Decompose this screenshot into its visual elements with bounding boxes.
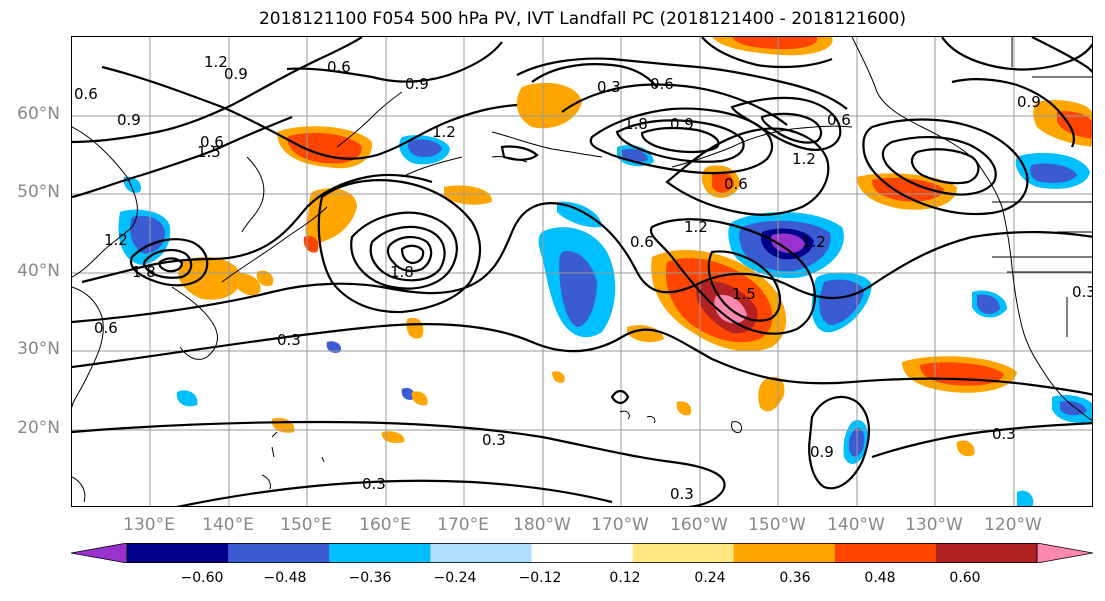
lat-label-50n: 50°N [17,182,60,202]
colorbar-tick-label: −0.60 [180,570,224,586]
colorbar-tick-label: −0.48 [263,570,307,586]
colorbar-segment [127,543,229,563]
contour-label: 0.3 [670,485,694,503]
contour-label: 0.3 [362,475,386,493]
contour-label: 0.3 [482,431,506,449]
lon-label-180w: 180°W [513,515,571,535]
map-canvas: 1.2 0.9 0.6 0.6 0.9 0.6 0.9 1.2 0.3 0.6 … [72,37,1093,506]
lon-label-150w: 150°W [748,515,806,535]
contour-label: 1.2 [432,123,456,141]
contour-label-layer: 1.2 0.9 0.6 0.6 0.9 0.6 0.9 1.2 0.3 0.6 … [74,53,1093,503]
lat-label-60n: 60°N [17,104,60,124]
colorbar-tick-label: 0.36 [779,570,811,586]
colorbar-tick-label: 0.60 [949,570,981,586]
contour-label: 1.5 [732,285,756,303]
contour-label: 0.3 [597,78,621,96]
lon-label-160w: 160°W [670,515,728,535]
contour-label: 1.2 [204,53,228,71]
colorbar-tick-label: −0.24 [433,570,477,586]
lon-label-150e: 150°E [280,515,332,535]
colorbar-segments [71,543,1093,563]
colorbar [71,543,1093,563]
lat-label-30n: 30°N [17,339,60,359]
contour-label: 0.3 [992,425,1016,443]
lat-label-40n: 40°N [17,261,60,281]
lon-label-160e: 160°E [359,515,411,535]
colorbar-extend-high [1036,543,1093,563]
contour-label: 0.6 [827,111,851,129]
lon-label-140w: 140°W [827,515,885,535]
contour-label: 0.6 [724,175,748,193]
contour-label: 0.9 [810,443,834,461]
colorbar-segment [228,543,330,563]
contour-label: 1.8 [624,115,648,133]
colorbar-tick-label: −0.12 [518,570,562,586]
colorbar-segment [329,543,431,563]
lon-label-140e: 140°E [202,515,254,535]
contour-label: 0.6 [200,133,224,151]
colorbar-tick-label: −0.36 [348,570,392,586]
contour-label: 0.9 [117,111,141,129]
map-title: 2018121100 F054 500 hPa PV, IVT Landfall… [258,9,906,29]
colorbar-tick-label: 0.12 [609,570,641,586]
colorbar-outline [126,543,1038,563]
contour-label: 0.3 [1072,283,1093,301]
colorbar-extend-low [71,543,128,563]
contour-label: 1.2 [792,150,816,168]
contour-label: 1.8 [390,263,414,281]
contour-label: 1.8 [132,263,156,281]
lon-label-130w: 130°W [905,515,963,535]
lat-label-20n: 20°N [17,418,60,438]
contour-label: 1.2 [684,218,708,236]
lon-label-130e: 130°E [123,515,175,535]
colorbar-tick-label: 0.24 [694,570,726,586]
contour-label: 0.9 [224,65,248,83]
colorbar-segment [834,543,937,563]
contour-label: 0.9 [1017,93,1041,111]
colorbar-segment [733,543,836,563]
contour-label: 0.6 [327,58,351,76]
colorbar-tick-label: 0.48 [864,570,896,586]
colorbar-segment [430,543,532,563]
contour-label: 0.3 [277,331,301,349]
contour-label: 0.9 [405,75,429,93]
map-panel: 1.2 0.9 0.6 0.6 0.9 0.6 0.9 1.2 0.3 0.6 … [71,36,1093,507]
colorbar-segment [632,543,735,563]
contour-label: 0.9 [670,115,694,133]
contour-label: 0.6 [74,85,98,103]
lon-label-170e: 170°E [437,515,489,535]
lon-label-120w: 120°W [984,515,1042,535]
contour-label: 1.2 [802,233,826,251]
contour-label: 0.6 [630,233,654,251]
colorbar-segment [935,543,1038,563]
lon-label-170w: 170°W [591,515,649,535]
contour-label: 1.2 [104,231,128,249]
contour-label: 1.5 [197,143,221,161]
pv-contours [72,37,1092,506]
contour-label: 0.6 [650,75,674,93]
contour-label: 0.6 [94,319,118,337]
colorbar-segment [531,543,634,563]
